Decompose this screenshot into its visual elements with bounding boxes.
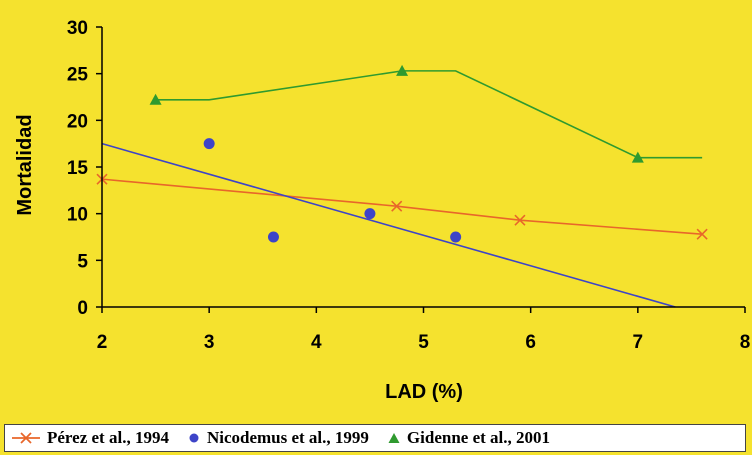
x-tick-label: 7 — [633, 332, 644, 353]
legend-label-gidenne: Gidenne et al., 2001 — [406, 428, 551, 447]
x-tick-label: 5 — [418, 332, 429, 353]
x-tick-label: 2 — [97, 332, 108, 353]
nicodemus-trend-line — [101, 142, 676, 308]
x-tick-label: 3 — [204, 332, 215, 353]
y-axis-title: Mortalidad — [14, 114, 36, 215]
nicodemus-point — [450, 231, 462, 243]
y-tick-label: 10 — [67, 205, 88, 226]
circle-marker-icon — [189, 433, 199, 443]
axes: 0 5 10 15 20 25 30 2 3 4 5 6 7 8 — [67, 18, 750, 353]
gidenne-point-marker — [149, 93, 162, 105]
legend-label-nicodemus: Nicodemus et al., 1999 — [206, 428, 369, 447]
x-axis-title: LAD (%) — [385, 381, 463, 403]
gidenne-point-marker — [396, 64, 409, 76]
perez-point-marker — [391, 200, 403, 212]
y-tick-label: 25 — [67, 65, 89, 86]
chart: 0 5 10 15 20 25 30 2 3 4 5 6 7 8 Mortalidad LAD (%) — [14, 18, 750, 403]
y-tick-label: 0 — [77, 298, 88, 319]
x-tick-label: 6 — [525, 332, 536, 353]
gidenne-series-line — [155, 70, 703, 159]
nicodemus-point — [364, 208, 376, 220]
legend-item-nicodemus: Nicodemus et al., 1999 — [187, 428, 369, 448]
legend-item-gidenne: Gidenne et al., 2001 — [387, 428, 550, 448]
perez-series-line — [101, 178, 703, 235]
nicodemus-point — [203, 138, 215, 150]
x-tick-label: 4 — [311, 332, 322, 353]
perez-point-marker — [696, 228, 708, 240]
perez-point-marker — [514, 214, 526, 226]
legend: Pérez et al., 1994 Nicodemus et al., 199… — [4, 424, 746, 452]
y-tick-label: 15 — [67, 158, 89, 179]
chart-marks — [96, 64, 708, 308]
chart-svg: 0 5 10 15 20 25 30 2 3 4 5 6 7 8 Mortalidad LAD (%) — [14, 18, 750, 403]
x-marker-icon — [12, 432, 40, 444]
x-tick-label: 8 — [740, 332, 751, 353]
triangle-marker-icon — [388, 433, 400, 443]
y-tick-label: 5 — [77, 251, 88, 272]
nicodemus-point — [267, 231, 279, 243]
legend-item-perez: Pérez et al., 1994 — [11, 428, 169, 448]
gidenne-point-marker — [631, 151, 644, 163]
legend-label-perez: Pérez et al., 1994 — [47, 428, 169, 447]
y-tick-label: 30 — [67, 18, 88, 39]
y-tick-label: 20 — [67, 111, 88, 132]
